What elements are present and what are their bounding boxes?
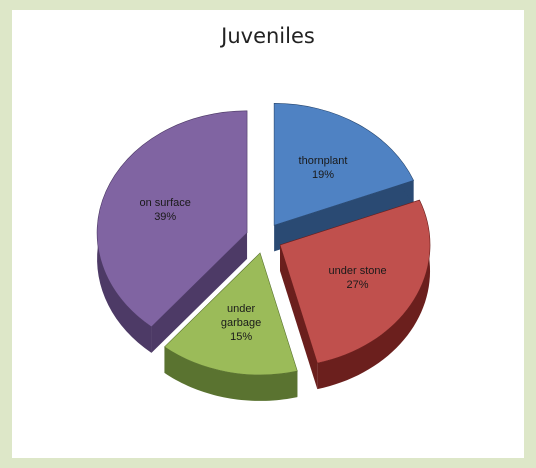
pie-slice-0: thornplant 19%	[273, 103, 415, 252]
pie-slice-label-1: under stone 27%	[329, 265, 387, 291]
pie-slice-label-2: under garbage 15%	[221, 303, 261, 343]
pie-slice-2: under garbage 15%	[163, 252, 298, 401]
chart-frame: Juveniles thornplant 19% on surface 39% unde…	[12, 10, 524, 458]
chart-title: Juveniles	[221, 24, 315, 48]
pie-slice-0-side	[274, 180, 414, 252]
pie-slice-label-3: on surface 39%	[140, 197, 191, 223]
pie-slice-2-top	[163, 252, 298, 376]
pie-slice-label-0: thornplant 19%	[299, 155, 348, 181]
pie-chart: thornplant 19% on surface 39% under stone 27%…	[96, 103, 431, 401]
pie-slice-1-side	[280, 244, 318, 390]
pie-slice-3-side	[151, 232, 248, 353]
pie-slice-1: under stone 27%	[279, 199, 431, 390]
pie-slice-1-rim	[317, 200, 431, 390]
pie-slice-3-top	[96, 110, 248, 328]
pie-slice-2-rim	[164, 346, 298, 401]
pie-slice-1-top	[279, 199, 431, 364]
pie-slice-3: on surface 39%	[96, 110, 248, 353]
pie-slice-0-top	[273, 103, 415, 226]
